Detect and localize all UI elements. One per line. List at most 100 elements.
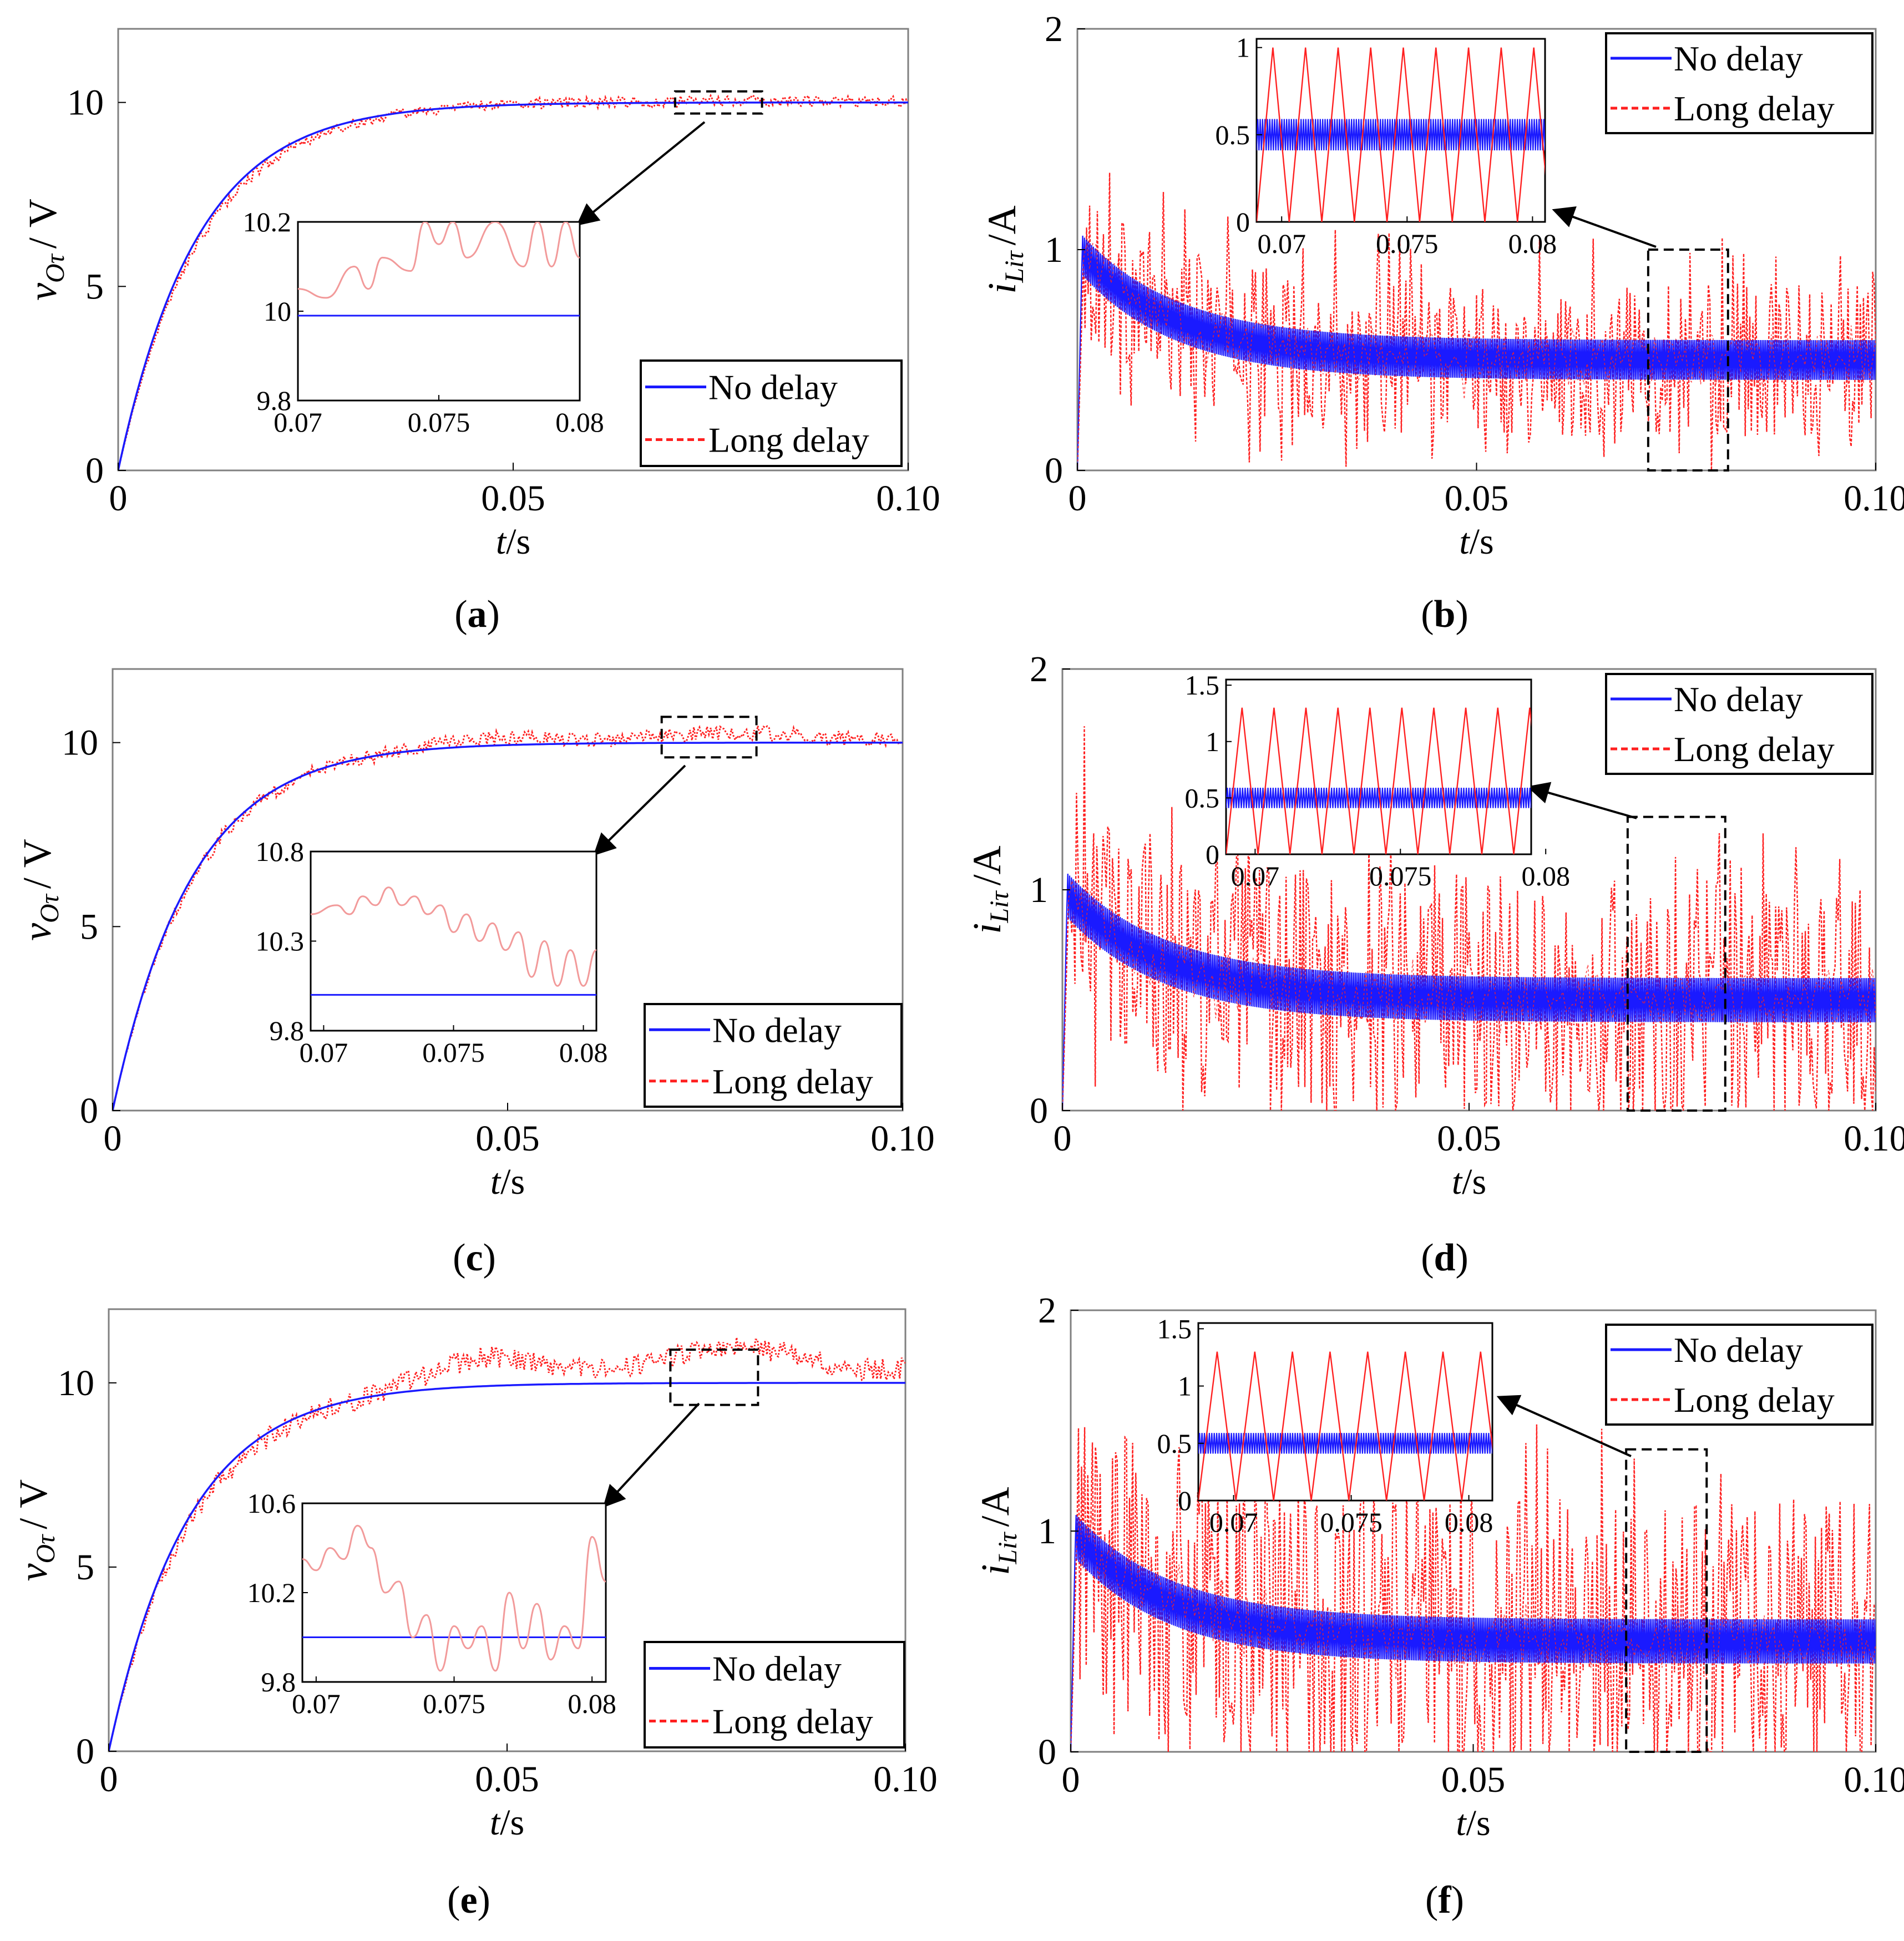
inset-x-tick-label: 0.08: [1445, 1507, 1493, 1538]
axis-var: t: [496, 521, 507, 562]
panel-b: 0 0.05 0.10 0 1 2 t/s iLiτ/A 0.07 0.075 0.08 0 0.5 1 N…: [980, 9, 1904, 636]
inset-y-tick-label: 0.5: [1185, 782, 1220, 813]
series-line: [1062, 880, 1876, 1111]
axis-sub: Liτ: [985, 890, 1014, 924]
legend-label-no-delay: No delay: [708, 368, 838, 407]
x-tick-label: 0.10: [1844, 478, 1904, 519]
inset-series: [298, 222, 580, 317]
zoom-arrow: [1527, 782, 1637, 819]
legend: No delay Long delay: [644, 1003, 903, 1108]
plot-series: [1077, 173, 1876, 470]
legend: No delay Long delay: [1605, 1324, 1873, 1426]
zoom-arrow: [576, 121, 706, 226]
panel-caption: (b): [1421, 593, 1468, 636]
inset-x-tick-label: 0.08: [1521, 860, 1570, 891]
axis-var: v: [11, 1563, 55, 1581]
zoom-arrow: [593, 764, 686, 856]
y-tick-label: 0: [76, 1731, 94, 1772]
inset-y-tick-label: 10.3: [256, 926, 305, 957]
inset-x-tick-label: 0.07: [274, 407, 322, 438]
axis-unit: /s: [1470, 521, 1494, 562]
series-line: [1226, 788, 1531, 808]
plot-series: [118, 93, 908, 470]
inset-y-tick-label: 9.8: [270, 1015, 305, 1046]
inset-x-tick-label: 0.07: [300, 1037, 348, 1068]
axis-sub: Oτ: [31, 1534, 60, 1564]
axis-unit: /s: [1462, 1162, 1486, 1202]
legend: No delay Long delay: [640, 359, 903, 467]
inset-frame: [301, 1502, 607, 1683]
x-tick-label: 0.05: [1445, 478, 1509, 519]
x-axis-label: t/s: [1456, 1803, 1490, 1843]
series-line: [1226, 707, 1531, 854]
panel-caption: (a): [454, 593, 500, 636]
x-tick-label: 0.05: [481, 478, 545, 519]
series-line: [118, 101, 908, 470]
y-axis-label: iLiτ/A: [973, 1487, 1022, 1575]
inset-x-tick-label: 0.08: [555, 407, 604, 438]
legend-label-no-delay: No delay: [1674, 39, 1803, 78]
axis-unit: / V: [21, 199, 65, 249]
inset: 0.07 0.075 0.08 0 0.5 1 1.5: [1157, 1313, 1493, 1538]
series-line: [298, 222, 580, 299]
inset-x-tick-label: 0.07: [1257, 228, 1306, 259]
x-tick-label: 0.05: [475, 1759, 539, 1800]
axis-unit: / V: [11, 1479, 55, 1529]
series-line: [113, 741, 903, 1111]
y-tick-label: 5: [76, 1547, 94, 1588]
axis-var: i: [965, 923, 1009, 934]
inset-series: [302, 1524, 606, 1672]
legend-label-long-delay: Long delay: [1674, 89, 1835, 128]
series-line: [1257, 119, 1545, 151]
series-line: [1071, 1514, 1876, 1752]
series-line: [1198, 1433, 1492, 1454]
inset-y-tick-label: 0: [1206, 839, 1219, 870]
series-line: [1077, 173, 1876, 470]
x-tick-label: 0: [1054, 1118, 1072, 1159]
series-line: [118, 93, 908, 470]
y-tick-label: 0: [1045, 450, 1063, 491]
x-tick-label: 0: [100, 1759, 118, 1800]
x-tick-label: 0.05: [475, 1118, 540, 1159]
axis-unit: /A: [965, 845, 1009, 885]
inset-x-tick-label: 0.07: [1209, 1507, 1258, 1538]
y-tick-label: 5: [80, 906, 98, 947]
x-axis-label: t/s: [1452, 1162, 1486, 1202]
series-line: [302, 1524, 606, 1672]
legend-frame: [1605, 1324, 1873, 1426]
x-tick-label: 0.05: [1441, 1760, 1506, 1800]
legend-label-no-delay: No delay: [1674, 680, 1803, 719]
inset-series: [1198, 1351, 1492, 1501]
inset-y-tick-label: 9.8: [261, 1666, 296, 1697]
panel-caption: (f): [1425, 1879, 1464, 1922]
x-axis-label: t/s: [490, 1162, 525, 1202]
x-tick-label: 0: [1062, 1760, 1080, 1800]
inset-y-tick-label: 0.5: [1216, 119, 1250, 150]
inset-frame: [310, 850, 597, 1032]
zoom-arrow: [602, 1402, 700, 1508]
axis-unit: /s: [1466, 1803, 1491, 1843]
axis-var: t: [1452, 1162, 1463, 1202]
axis-var: t: [1459, 521, 1470, 562]
panel-caption: (d): [1421, 1236, 1468, 1279]
inset-y-tick-label: 9.8: [257, 385, 292, 416]
legend-frame: [644, 1641, 905, 1749]
axis-var: v: [15, 923, 59, 941]
y-tick-label: 10: [58, 1363, 94, 1403]
legend-label-long-delay: Long delay: [708, 420, 869, 460]
inset-x-tick-label: 0.075: [1320, 1507, 1383, 1538]
x-axis-label: t/s: [496, 521, 530, 562]
x-tick-label: 0.10: [870, 1118, 935, 1159]
axis-unit: /s: [500, 1802, 524, 1843]
inset-y-tick-label: 10.6: [247, 1488, 296, 1519]
legend-frame: [644, 1003, 903, 1108]
series-line: [1071, 1512, 1876, 1752]
panel-c: 0 0.05 0.10 0 5 10 t/s vOτ / V 0.07 0.075 0.08 9.8 10…: [15, 668, 935, 1279]
legend-label-long-delay: Long delay: [712, 1062, 873, 1101]
y-axis-label: vOτ / V: [15, 839, 64, 941]
inset: 0.07 0.075 0.08 0 0.5 1 1.5: [1185, 670, 1570, 891]
zoom-box: [660, 716, 758, 759]
inset-x-tick-label: 0.08: [1508, 228, 1557, 259]
axis-sub: Oτ: [40, 253, 70, 283]
axis-unit: /s: [500, 1162, 525, 1202]
